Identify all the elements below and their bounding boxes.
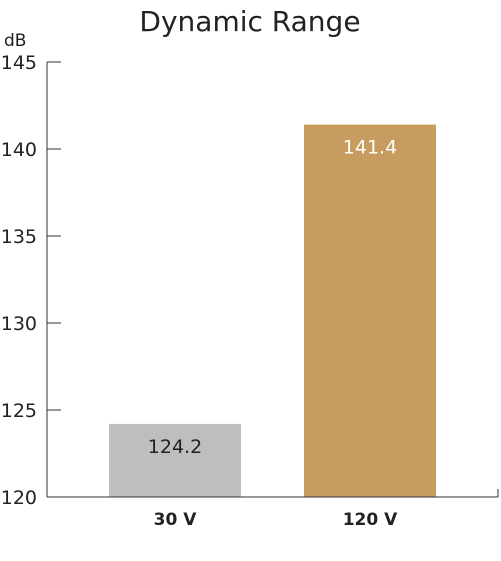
y-tick-label: 135 (1, 226, 37, 248)
y-tick-label: 140 (1, 139, 37, 161)
bar-value-label: 141.4 (343, 137, 397, 159)
y-axis-unit-label: dB (4, 31, 26, 51)
x-category-label: 120 V (343, 510, 398, 530)
y-tick-label: 120 (1, 487, 37, 509)
y-axis: 120 125 130 135 140 145 (1, 52, 61, 509)
bars: 124.2 141.4 (109, 124, 436, 497)
x-axis-categories: 30 V 120 V (154, 510, 398, 530)
x-category-label: 30 V (154, 510, 198, 530)
y-tick-label: 125 (1, 400, 37, 422)
chart-title: Dynamic Range (139, 5, 360, 38)
bar-value-label: 124.2 (148, 436, 202, 458)
bar (109, 423, 241, 497)
y-tick-label: 130 (1, 313, 37, 335)
y-tick-label: 145 (1, 52, 37, 74)
bar (304, 124, 436, 497)
